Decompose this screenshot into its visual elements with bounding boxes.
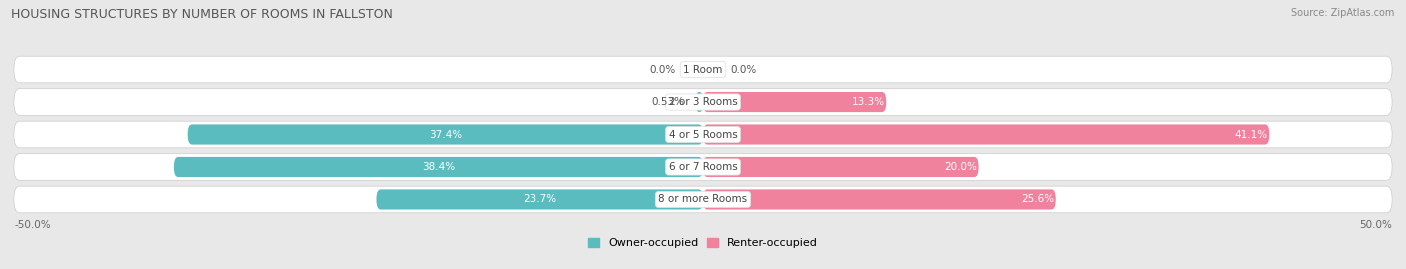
Text: Source: ZipAtlas.com: Source: ZipAtlas.com bbox=[1291, 8, 1395, 18]
Text: 4 or 5 Rooms: 4 or 5 Rooms bbox=[669, 129, 737, 140]
Text: 0.0%: 0.0% bbox=[650, 65, 675, 75]
FancyBboxPatch shape bbox=[696, 92, 703, 112]
Text: HOUSING STRUCTURES BY NUMBER OF ROOMS IN FALLSTON: HOUSING STRUCTURES BY NUMBER OF ROOMS IN… bbox=[11, 8, 394, 21]
FancyBboxPatch shape bbox=[703, 125, 1270, 144]
Text: 13.3%: 13.3% bbox=[852, 97, 884, 107]
FancyBboxPatch shape bbox=[703, 92, 886, 112]
Text: 2 or 3 Rooms: 2 or 3 Rooms bbox=[669, 97, 737, 107]
Text: 0.0%: 0.0% bbox=[731, 65, 756, 75]
FancyBboxPatch shape bbox=[703, 189, 1056, 210]
Text: 20.0%: 20.0% bbox=[945, 162, 977, 172]
Text: 23.7%: 23.7% bbox=[523, 194, 557, 204]
FancyBboxPatch shape bbox=[174, 157, 703, 177]
Text: 25.6%: 25.6% bbox=[1021, 194, 1054, 204]
FancyBboxPatch shape bbox=[14, 56, 1392, 83]
FancyBboxPatch shape bbox=[703, 157, 979, 177]
Text: 6 or 7 Rooms: 6 or 7 Rooms bbox=[669, 162, 737, 172]
Text: 1 Room: 1 Room bbox=[683, 65, 723, 75]
Text: 8 or more Rooms: 8 or more Rooms bbox=[658, 194, 748, 204]
Text: 0.53%: 0.53% bbox=[651, 97, 685, 107]
Text: 37.4%: 37.4% bbox=[429, 129, 463, 140]
Text: 41.1%: 41.1% bbox=[1234, 129, 1268, 140]
Text: 38.4%: 38.4% bbox=[422, 162, 456, 172]
FancyBboxPatch shape bbox=[377, 189, 703, 210]
FancyBboxPatch shape bbox=[14, 186, 1392, 213]
FancyBboxPatch shape bbox=[14, 154, 1392, 180]
FancyBboxPatch shape bbox=[187, 125, 703, 144]
FancyBboxPatch shape bbox=[14, 89, 1392, 115]
FancyBboxPatch shape bbox=[14, 121, 1392, 148]
Text: -50.0%: -50.0% bbox=[14, 220, 51, 230]
Text: 50.0%: 50.0% bbox=[1360, 220, 1392, 230]
Legend: Owner-occupied, Renter-occupied: Owner-occupied, Renter-occupied bbox=[583, 233, 823, 253]
